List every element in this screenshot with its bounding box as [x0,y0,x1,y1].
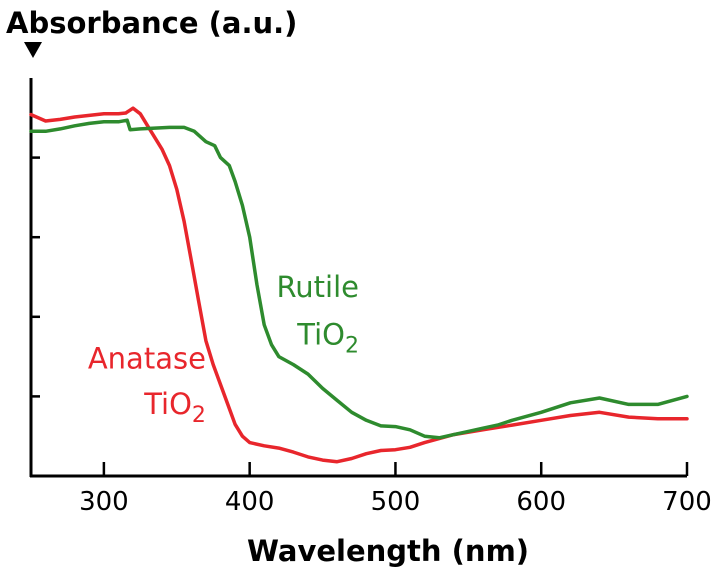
x-ticks: 300 400 500 600 700 [79,462,712,517]
x-tick-label: 600 [516,487,566,517]
annotation-formula: TiO [296,318,345,352]
x-tick-label: 700 [662,487,712,517]
y-axis-title: Absorbance (a.u.) [6,6,297,40]
x-axis-title: Wavelength (nm) [247,534,529,568]
series-line-rutile [29,118,689,440]
annotation-line1: Rutile [276,270,359,304]
y-ticks [31,156,40,398]
x-tick-label: 300 [79,487,129,517]
annotation-formula: TiO [143,387,192,421]
x-tick-label: 500 [371,487,421,517]
x-tick-label: 400 [225,487,275,517]
annotation-subscript: 2 [192,403,206,428]
axes: 300 400 500 600 700 [29,78,712,517]
y-axis-arrow-icon [24,42,42,58]
annotation-line1: Anatase [88,342,206,376]
annotation-line2: TiO2 [143,387,206,428]
series-line-anatase [29,106,689,464]
series-layer [29,106,689,464]
annotation-line2: TiO2 [296,318,359,359]
annotation-subscript: 2 [345,334,359,359]
